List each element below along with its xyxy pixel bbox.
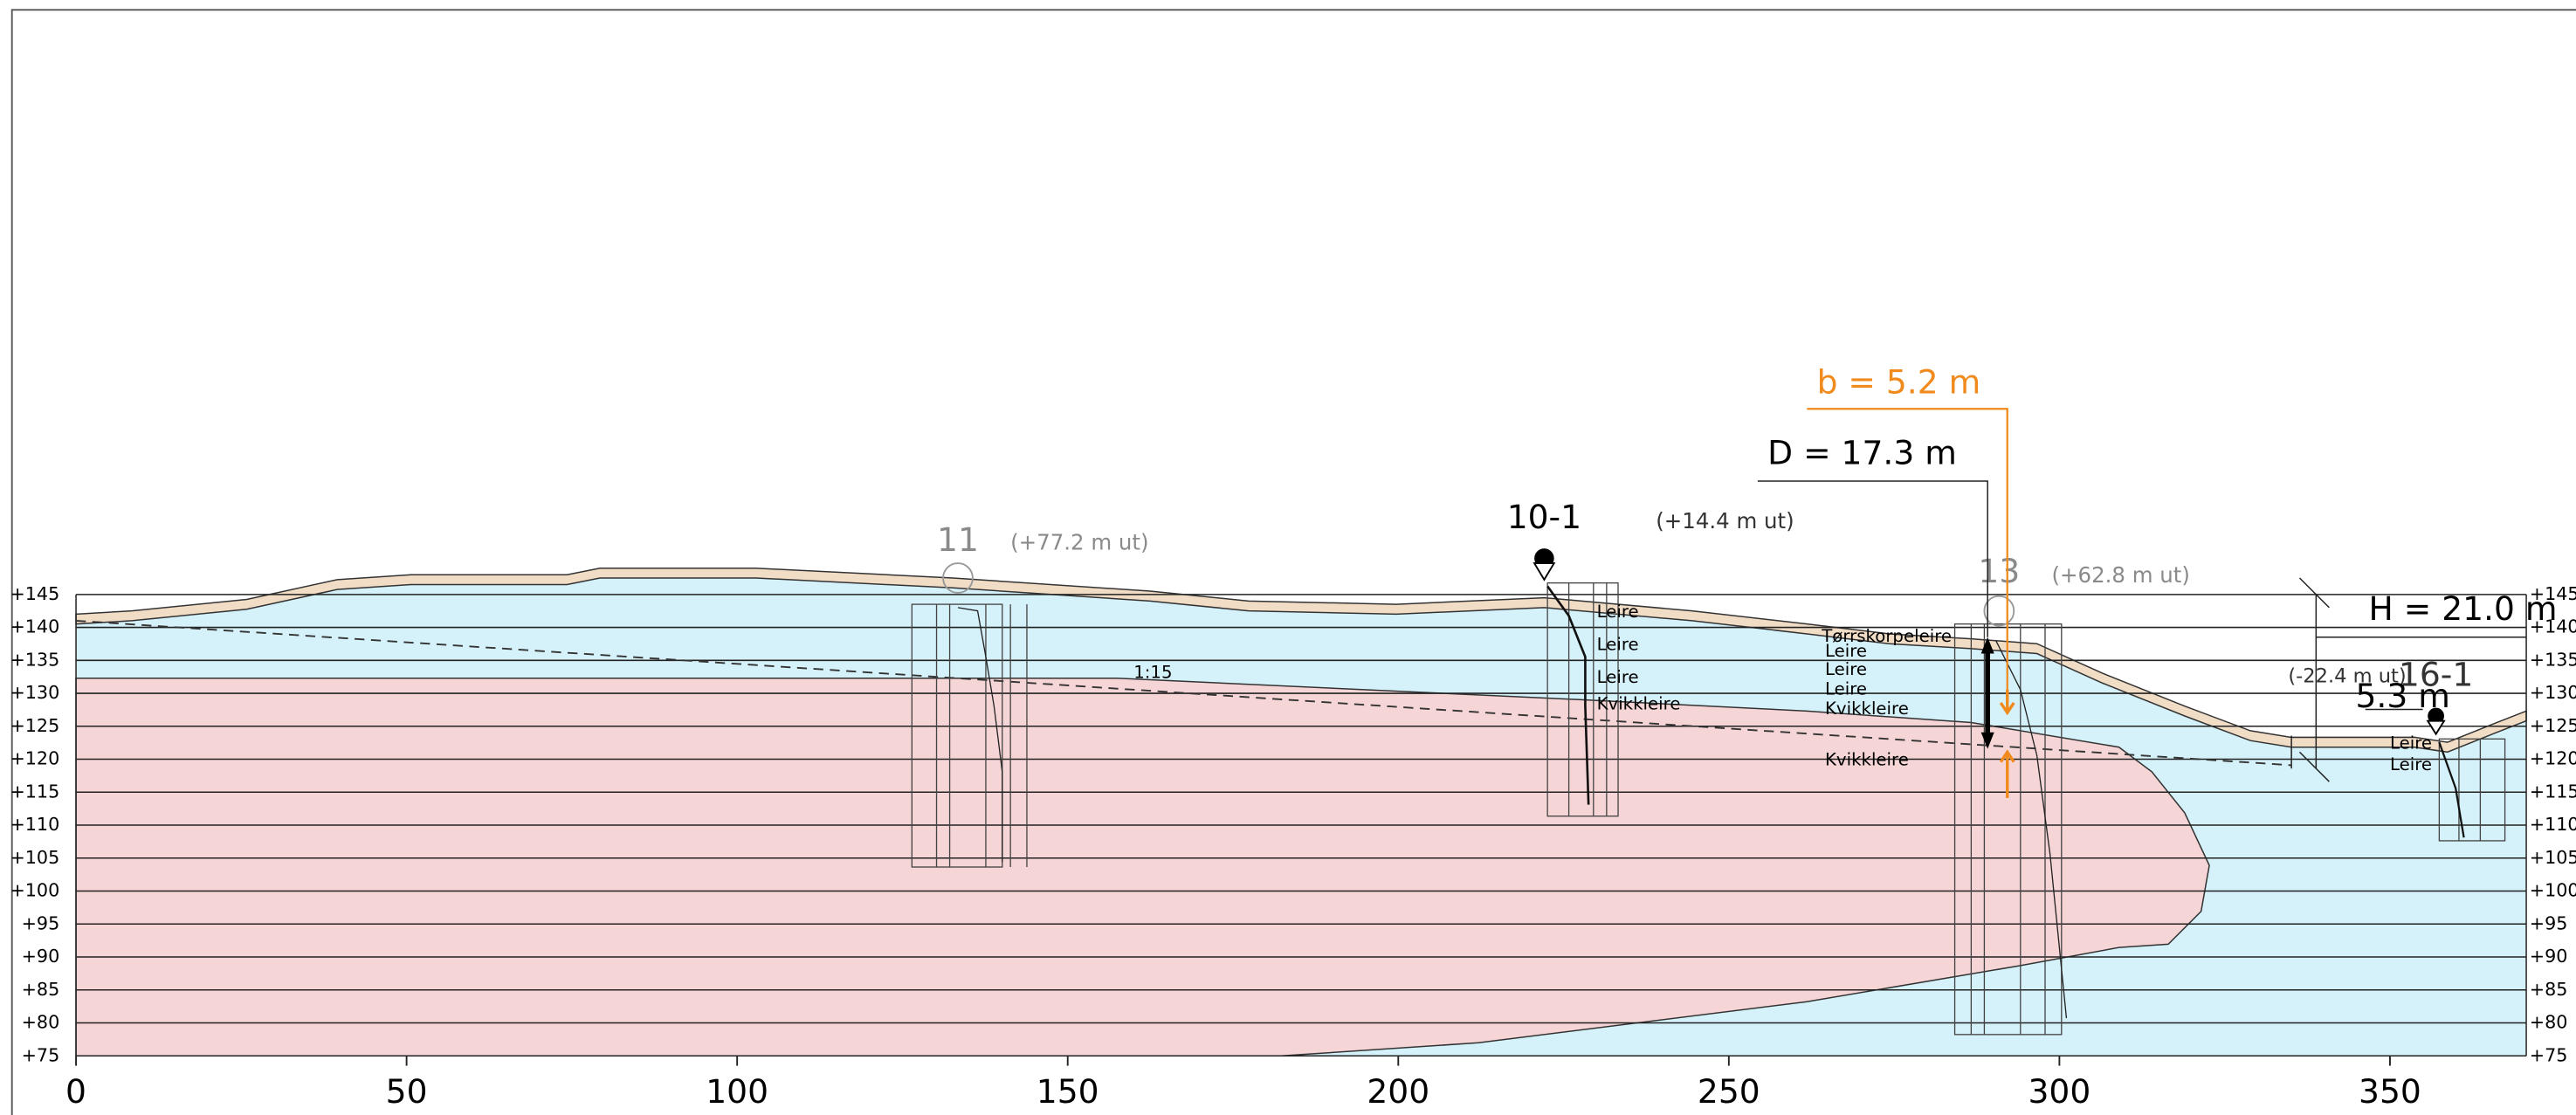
y-tick-label: +135	[10, 649, 59, 670]
y-tick-label: +80	[2530, 1012, 2568, 1033]
borehole-symbol	[1984, 596, 2014, 626]
x-tick-label: 100	[706, 1072, 768, 1111]
borehole-id: 13	[1978, 552, 2020, 590]
borehole-symbol	[1534, 548, 1554, 580]
layer-label: Kvikkleire	[1597, 693, 1681, 713]
y-tick-label: +125	[2530, 715, 2576, 736]
y-tick-label: +140	[10, 616, 59, 637]
y-tick-label: +85	[22, 979, 60, 1000]
y-tick-label: +105	[10, 847, 59, 868]
y-tick-label: +95	[2530, 912, 2568, 933]
y-tick-label: +90	[22, 946, 60, 967]
borehole-id: 11	[937, 520, 979, 559]
h-label: H = 21.0 m	[2369, 589, 2558, 628]
borehole-id: 10-1	[1507, 498, 1581, 536]
y-tick-label: +120	[2530, 748, 2576, 769]
cross-section: +145+145+140+140+135+135+130+130+125+125…	[0, 0, 2576, 1115]
y-tick-label: +75	[2530, 1044, 2568, 1065]
layer-label: Leire	[1825, 641, 1867, 661]
x-tick-label: 50	[386, 1072, 428, 1111]
borehole-offset: (+14.4 m ut)	[1656, 508, 1794, 533]
y-tick-label: +105	[2530, 847, 2576, 868]
borehole-offset: (+77.2 m ut)	[1010, 530, 1148, 555]
y-tick-label: +130	[10, 682, 59, 703]
borehole-offset: (+62.8 m ut)	[2052, 562, 2190, 588]
y-tick-label: +145	[10, 583, 59, 604]
layer-label: Leire	[1597, 667, 1639, 687]
soil	[76, 568, 2526, 1056]
y-tick-label: +75	[22, 1044, 60, 1065]
y-tick-label: +110	[2530, 814, 2576, 835]
layer-label: Leire	[2390, 733, 2432, 753]
y-tick-label: +95	[22, 912, 60, 933]
y-tick-label: +125	[10, 715, 59, 736]
x-tick-label: 150	[1037, 1072, 1099, 1111]
y-tick-label: +115	[2530, 781, 2576, 802]
layer-label: Kvikkleire	[1825, 749, 1909, 769]
layer-label: Leire	[2390, 754, 2432, 774]
layer-label: Leire	[1825, 678, 1867, 699]
x-tick-label: 250	[1698, 1072, 1760, 1111]
y-tick-label: +90	[2530, 946, 2568, 967]
depth-label: 5.3 m	[2355, 677, 2449, 715]
x-tick-label: 0	[65, 1072, 86, 1111]
x-tick-label: 350	[2359, 1072, 2421, 1111]
y-tick-label: +115	[10, 781, 59, 802]
y-tick-label: +100	[2530, 880, 2576, 901]
x-tick-label: 200	[1367, 1072, 1429, 1111]
y-tick-label: +130	[2530, 682, 2576, 703]
y-tick-label: +100	[10, 880, 59, 901]
y-tick-label: +85	[2530, 979, 2568, 1000]
slope-label: 1:15	[1133, 663, 1172, 683]
d-label: D = 17.3 m	[1767, 433, 1957, 471]
layer-label: Kvikkleire	[1825, 699, 1909, 719]
y-tick-label: +80	[22, 1012, 60, 1033]
layer-label: Leire	[1825, 659, 1867, 679]
layer-label: Leire	[1597, 635, 1639, 655]
layer-label: Leire	[1597, 602, 1639, 622]
y-tick-label: +110	[10, 814, 59, 835]
y-tick-label: +135	[2530, 649, 2576, 670]
b-label: b = 5.2 m	[1817, 363, 1981, 402]
y-tick-label: +120	[10, 748, 59, 769]
x-tick-label: 300	[2028, 1072, 2090, 1111]
